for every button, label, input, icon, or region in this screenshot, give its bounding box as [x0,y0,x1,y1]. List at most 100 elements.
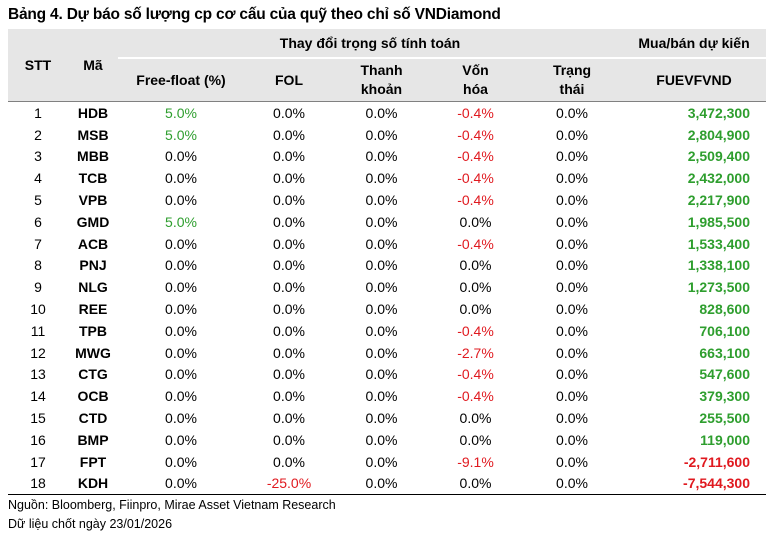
cell-free-float: 0.0% [165,322,197,339]
cell-fol: 0.0% [273,344,305,361]
cell-status: 0.0% [556,192,588,209]
cell-market-cap: -0.4% [457,170,494,187]
cell-stt: 11 [30,322,46,339]
source-note: Nguồn: Bloomberg, Fiinpro, Mirae Asset V… [8,498,336,512]
cell-fol: 0.0% [273,453,305,470]
cell-liquidity: 0.0% [365,126,398,143]
cell-status: 0.0% [556,170,588,187]
cell-stt: 14 [30,388,46,405]
cell-free-float: 5.0% [165,104,197,121]
cell-ticker: MSB [77,126,109,143]
cell-free-float: 0.0% [165,453,197,470]
cell-market-cap: 0.0% [459,301,492,318]
cell-stt: 8 [34,257,42,274]
cell-market-cap: -0.4% [457,235,494,252]
data-date-note: Dữ liệu chốt ngày 23/01/2026 [8,517,173,531]
cell-ticker: FPT [79,453,107,470]
cell-status: 0.0% [556,279,588,296]
table-row: 5 VPB 0.0% 0.0% 0.0% -0.4% 0.0% 2,217,900 [8,189,766,211]
cell-fund-trade: 3,472,300 [687,104,750,121]
cell-liquidity: 0.0% [365,170,398,187]
table-row: 9 NLG 0.0% 0.0% 0.0% 0.0% 0.0% 1,273,500 [8,276,766,298]
col-header-liquidity-line1: Thanh [360,62,403,78]
cell-fund-trade: 828,600 [699,301,750,318]
cell-liquidity: 0.0% [365,257,398,274]
cell-liquidity: 0.0% [365,453,398,470]
col-header-fund: FUEVFVND [622,58,766,102]
cell-fund-trade: 379,300 [699,388,750,405]
cell-fund-trade: -2,711,600 [683,453,750,470]
cell-stt: 15 [30,410,46,427]
table-body: 1 HDB 5.0% 0.0% 0.0% -0.4% 0.0% 3,472,300 2 MSB 5.… [8,102,766,496]
table-row: 13 CTG 0.0% 0.0% 0.0% -0.4% 0.0% 547,600 [8,364,766,386]
cell-ticker: CTG [78,366,108,383]
cell-fund-trade: 663,100 [699,344,750,361]
cell-market-cap: 0.0% [429,472,522,496]
cell-stt: 9 [34,279,42,296]
table-row: 1 HDB 5.0% 0.0% 0.0% -0.4% 0.0% 3,472,300 [8,102,766,124]
cell-fol: 0.0% [273,235,305,252]
cell-fol: 0.0% [273,170,305,187]
table-title: Bảng 4. Dự báo số lượng cp cơ cấu của qu… [8,6,501,23]
cell-free-float: 0.0% [165,170,197,187]
group-header-weight-change: Thay đổi trọng số tính toán [118,29,622,59]
cell-fol: 0.0% [273,410,305,427]
cell-fund-trade: 255,500 [699,410,750,427]
cell-status: 0.0% [556,257,588,274]
cell-status: 0.0% [522,472,622,496]
cell-fol: 0.0% [273,301,305,318]
cell-liquidity: 0.0% [365,344,398,361]
cell-liquidity: 0.0% [365,104,398,121]
cell-status: 0.0% [556,213,588,230]
col-header-fol: FOL [244,58,334,102]
cell-market-cap: 0.0% [459,213,492,230]
cell-liquidity: 0.0% [365,235,398,252]
cell-market-cap: -0.4% [457,104,494,121]
cell-ticker: BMP [77,431,109,448]
cell-market-cap: -0.4% [457,366,494,383]
col-header-cap-line1: Vốn [462,62,489,78]
cell-liquidity: 0.0% [365,388,398,405]
table-row: 12 MWG 0.0% 0.0% 0.0% -2.7% 0.0% 663,100 [8,342,766,364]
cell-fol: 0.0% [273,431,305,448]
table-row: 16 BMP 0.0% 0.0% 0.0% 0.0% 0.0% 119,000 [8,429,766,451]
cell-fund-trade: 2,432,000 [687,170,750,187]
cell-ticker: MBB [77,148,109,165]
cell-stt: 1 [34,104,42,121]
cell-fund-trade: 2,509,400 [687,148,750,165]
cell-liquidity: 0.0% [365,431,398,448]
cell-market-cap: 0.0% [459,257,492,274]
cell-status: 0.0% [556,235,588,252]
cell-free-float: 0.0% [118,472,244,496]
col-header-liquidity-line2: khoản [360,81,403,97]
cell-status: 0.0% [556,366,588,383]
cell-ticker: TPB [79,322,107,339]
cell-ticker: OCB [77,388,109,405]
cell-market-cap: -0.4% [457,192,494,209]
table-row: 18 KDH 0.0% -25.0% 0.0% 0.0% 0.0% -7,544,300 [8,472,766,496]
cell-free-float: 0.0% [165,431,197,448]
table-row: 17 FPT 0.0% 0.0% 0.0% -9.1% 0.0% -2,711,600 [8,451,766,473]
col-header-free-float: Free-float (%) [118,58,244,102]
cell-fund-trade: 1,533,400 [687,235,750,252]
cell-fol: 0.0% [273,104,305,121]
cell-stt: 10 [30,301,46,318]
cell-liquidity: 0.0% [365,279,398,296]
cell-liquidity: 0.0% [365,192,398,209]
table-row: 11 TPB 0.0% 0.0% 0.0% -0.4% 0.0% 706,100 [8,320,766,342]
table-row: 2 MSB 5.0% 0.0% 0.0% -0.4% 0.0% 2,804,900 [8,124,766,146]
cell-fol: 0.0% [273,257,305,274]
cell-stt: 16 [30,431,46,448]
data-table: STT Mã Thay đổi trọng số tính toán Mua/b… [8,29,766,496]
col-header-liquidity: Thanh khoản [334,58,429,102]
cell-market-cap: 0.0% [459,279,492,296]
cell-fol: 0.0% [273,366,305,383]
cell-fol: 0.0% [273,213,305,230]
cell-fund-trade: 1,273,500 [687,279,750,296]
table-row: 10 REE 0.0% 0.0% 0.0% 0.0% 0.0% 828,600 [8,298,766,320]
cell-market-cap: -0.4% [457,148,494,165]
col-header-ma: Mã [68,29,118,102]
cell-liquidity: 0.0% [365,213,398,230]
cell-free-float: 5.0% [165,126,197,143]
table-row: 8 PNJ 0.0% 0.0% 0.0% 0.0% 0.0% 1,338,100 [8,255,766,277]
